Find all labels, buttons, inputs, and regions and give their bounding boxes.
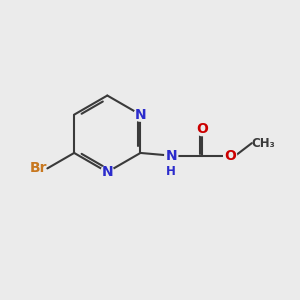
Text: CH₃: CH₃ bbox=[252, 136, 276, 150]
Circle shape bbox=[165, 149, 178, 162]
Text: H: H bbox=[166, 165, 176, 178]
Circle shape bbox=[101, 166, 114, 178]
Circle shape bbox=[224, 149, 237, 162]
Text: O: O bbox=[196, 122, 208, 136]
Circle shape bbox=[196, 123, 208, 136]
Text: N: N bbox=[165, 148, 177, 163]
Circle shape bbox=[134, 108, 147, 121]
Text: N: N bbox=[101, 165, 113, 179]
Text: N: N bbox=[135, 108, 146, 122]
Text: Br: Br bbox=[30, 161, 47, 176]
Text: O: O bbox=[224, 148, 236, 163]
